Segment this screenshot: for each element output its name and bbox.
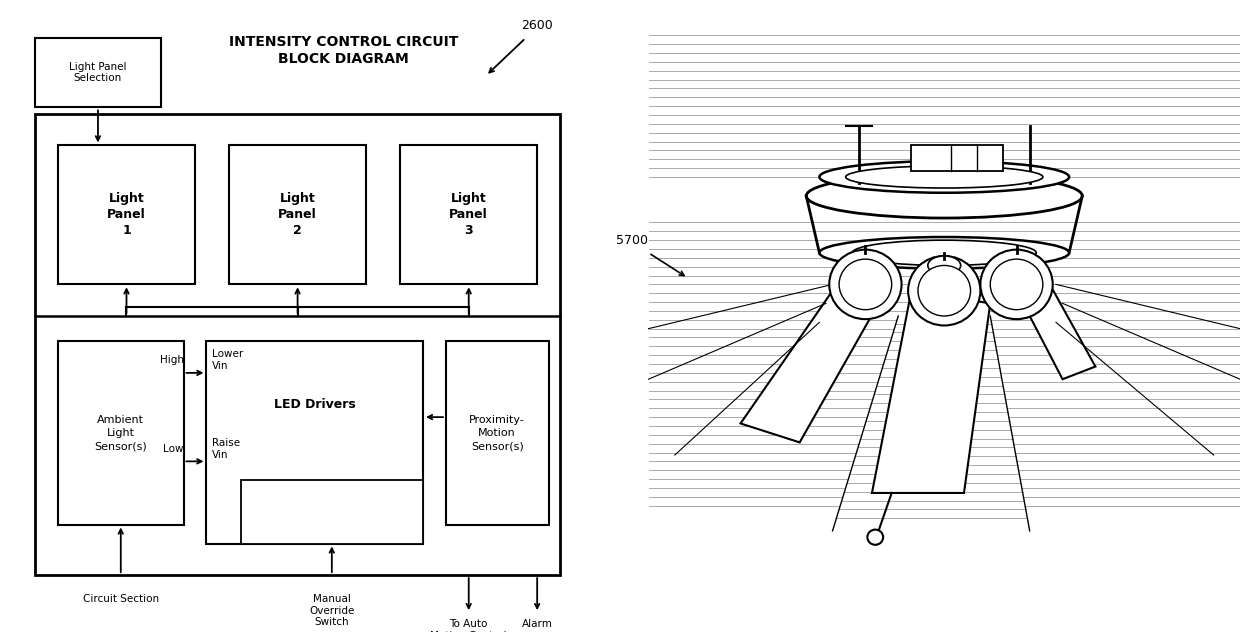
Bar xyxy=(58,145,195,284)
Polygon shape xyxy=(740,272,878,442)
Text: Lower
Vin: Lower Vin xyxy=(212,349,243,371)
Ellipse shape xyxy=(852,240,1037,265)
Ellipse shape xyxy=(820,237,1069,269)
Bar xyxy=(229,145,366,284)
Bar xyxy=(446,341,548,525)
Text: High: High xyxy=(160,355,184,365)
Circle shape xyxy=(981,250,1053,319)
Text: Raise
Vin: Raise Vin xyxy=(212,438,241,459)
Bar xyxy=(35,114,560,575)
Text: To Auto
Motion Control: To Auto Motion Control xyxy=(430,619,507,632)
Text: Ambient
Light
Sensor(s): Ambient Light Sensor(s) xyxy=(94,415,148,451)
Text: Low: Low xyxy=(162,444,184,454)
Bar xyxy=(206,341,423,544)
Ellipse shape xyxy=(806,174,1083,218)
Text: INTENSITY CONTROL CIRCUIT
BLOCK DIAGRAM: INTENSITY CONTROL CIRCUIT BLOCK DIAGRAM xyxy=(228,35,458,66)
Bar xyxy=(911,145,1003,171)
Ellipse shape xyxy=(928,256,961,275)
Text: Circuit Section: Circuit Section xyxy=(83,594,159,604)
Text: Proximity-
Motion
Sensor(s): Proximity- Motion Sensor(s) xyxy=(470,415,525,451)
Ellipse shape xyxy=(846,166,1043,188)
Polygon shape xyxy=(1009,272,1095,379)
Polygon shape xyxy=(872,291,991,493)
Circle shape xyxy=(830,250,901,319)
Circle shape xyxy=(908,256,981,325)
Bar xyxy=(401,145,537,284)
Text: Light Panel
Selection: Light Panel Selection xyxy=(69,62,126,83)
Bar xyxy=(58,341,184,525)
Circle shape xyxy=(918,265,971,316)
Text: Light
Panel
1: Light Panel 1 xyxy=(107,192,146,238)
Bar xyxy=(35,38,161,107)
Text: 2600: 2600 xyxy=(521,19,553,32)
Text: Alarm: Alarm xyxy=(522,619,553,629)
Text: 5700: 5700 xyxy=(615,234,647,246)
Text: Manual
Override
Switch: Manual Override Switch xyxy=(309,594,355,628)
Ellipse shape xyxy=(820,161,1069,193)
Text: Manual Override: Manual Override xyxy=(289,507,374,517)
Circle shape xyxy=(991,259,1043,310)
Text: Light
Panel
2: Light Panel 2 xyxy=(278,192,317,238)
Circle shape xyxy=(867,530,883,545)
Circle shape xyxy=(839,259,892,310)
Bar xyxy=(241,480,423,544)
Text: LED Drivers: LED Drivers xyxy=(274,398,356,411)
Text: Light
Panel
3: Light Panel 3 xyxy=(449,192,489,238)
Polygon shape xyxy=(832,316,1029,531)
